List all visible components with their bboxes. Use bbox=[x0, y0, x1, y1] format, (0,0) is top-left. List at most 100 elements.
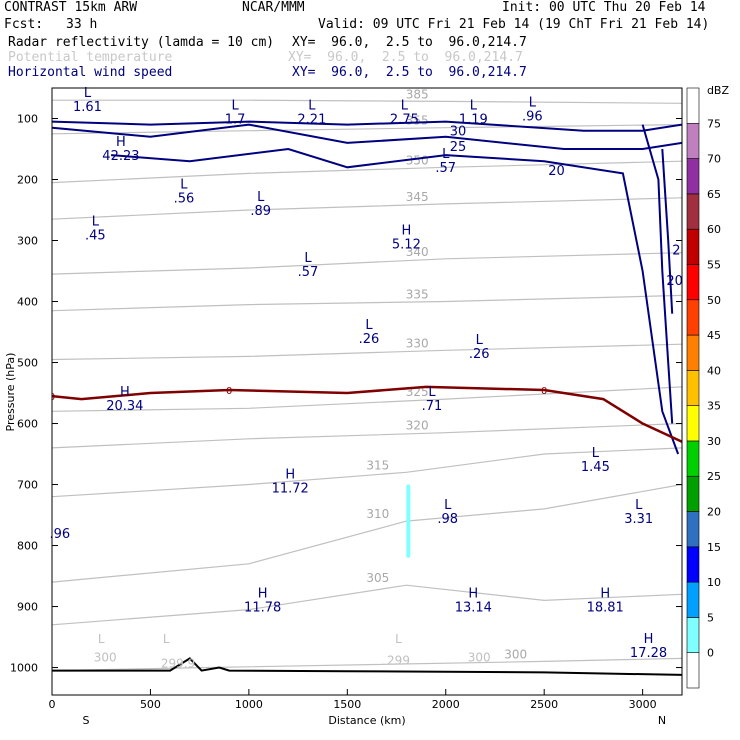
wind-contour-25 bbox=[661, 148, 674, 314]
extremum-marker-L: L bbox=[92, 214, 100, 229]
x-tick-label: 1000 bbox=[235, 698, 263, 711]
field-reflectivity-name: Radar reflectivity (lamda = 10 cm) bbox=[8, 35, 275, 50]
extremum-marker-H: H bbox=[120, 385, 130, 400]
colorbar-label: 10 bbox=[707, 576, 721, 589]
colorbar-label: 55 bbox=[707, 258, 721, 271]
y-tick-label: 800 bbox=[17, 540, 38, 553]
extremum-marker-H: H bbox=[468, 586, 478, 601]
extremum-value: 42.23 bbox=[102, 149, 139, 164]
field-theta-name: Potential temperature bbox=[8, 50, 173, 65]
extremum-marker-H: H bbox=[116, 135, 126, 150]
x-tick-label: 0 bbox=[49, 698, 56, 711]
extremum-value: 11.78 bbox=[244, 600, 281, 615]
extremum-value: .45 bbox=[85, 228, 106, 243]
theta-contour-label: 335 bbox=[406, 288, 429, 302]
extremum-marker-L: L bbox=[257, 190, 265, 205]
extremum-value: .96 bbox=[522, 109, 543, 124]
reflectivity-cell bbox=[406, 484, 411, 558]
zero-line-label: 0 bbox=[226, 386, 232, 397]
faint-extremum-label: L bbox=[98, 632, 105, 646]
colorbar-swatch bbox=[686, 299, 700, 336]
theta-contour-label: 350 bbox=[406, 153, 429, 167]
extremum-value: 2.21 bbox=[297, 112, 326, 127]
colorbar-label: 35 bbox=[707, 400, 721, 413]
field-wind-name: Horizontal wind speed bbox=[8, 65, 173, 80]
extremum-marker-H: H bbox=[644, 632, 654, 647]
wind-contour-label: 25 bbox=[450, 140, 467, 155]
wind-contour-20 bbox=[641, 124, 674, 424]
wind-contour-25 bbox=[52, 123, 682, 150]
y-tick-label: 200 bbox=[17, 174, 38, 187]
y-tick-label: 1000 bbox=[10, 662, 38, 675]
extremum-marker-L: L bbox=[529, 95, 537, 110]
theta-contour-label: 305 bbox=[366, 571, 389, 585]
valid-time: Valid: 09 UTC Fri 21 Feb 14 (19 ChT Fri … bbox=[318, 17, 710, 32]
extremum-value: 17.28 bbox=[630, 646, 667, 661]
extremum-marker-H: H bbox=[285, 467, 295, 482]
x-tick-label: 2500 bbox=[530, 698, 558, 711]
extremum-value: 11.72 bbox=[272, 481, 309, 496]
colorbar-swatch bbox=[686, 475, 700, 512]
y-tick-label: 100 bbox=[17, 113, 38, 126]
theta-contour-340 bbox=[52, 252, 682, 275]
colorbar-label: 0 bbox=[707, 647, 714, 660]
wind-contour-label: 30 bbox=[450, 125, 467, 140]
colorbar-unit: dBZ bbox=[707, 84, 730, 97]
extremum-marker-L: L bbox=[476, 333, 484, 348]
extremum-value: .71 bbox=[422, 399, 443, 414]
wind-contour-20 bbox=[111, 147, 680, 455]
colorbar-swatch bbox=[686, 334, 700, 371]
x-axis-title: Distance (km) bbox=[328, 714, 405, 727]
colorbar-swatch bbox=[686, 617, 700, 654]
wind-contour-label: 20 bbox=[666, 274, 683, 289]
zero-line-label: 0 bbox=[541, 386, 547, 397]
y-tick-label: 900 bbox=[17, 601, 38, 614]
theta-contour-label: 345 bbox=[406, 190, 429, 204]
extremum-marker-L: L bbox=[231, 98, 239, 113]
wind-contour-30 bbox=[52, 120, 682, 132]
faint-extremum-label: 300 bbox=[94, 650, 117, 664]
extremum-value: 3.31 bbox=[624, 512, 653, 527]
x-end-left-label: S bbox=[83, 714, 90, 727]
field-theta-xy: XY= 96.0, 2.5 to 96.0,214.7 bbox=[288, 50, 523, 65]
theta-contour-345 bbox=[52, 197, 682, 220]
y-tick-label: 500 bbox=[17, 357, 38, 370]
extremum-value: .57 bbox=[298, 265, 319, 280]
theta-contour-320 bbox=[52, 422, 682, 449]
extremum-marker-L: L bbox=[428, 385, 436, 400]
extremum-marker-L: L bbox=[592, 446, 600, 461]
extremum-value: 1.19 bbox=[459, 112, 488, 127]
y-tick-label: 300 bbox=[17, 235, 38, 248]
extremum-value: 2.75 bbox=[390, 112, 419, 127]
x-tick-label: 500 bbox=[140, 698, 161, 711]
fcst-value: 33 h bbox=[66, 17, 98, 32]
colorbar-label: 40 bbox=[707, 364, 721, 377]
extremum-marker-H: H bbox=[401, 223, 411, 238]
org-label: NCAR/MMM bbox=[242, 0, 305, 15]
theta-contour-label: 385 bbox=[406, 87, 429, 101]
extremum-marker-H: H bbox=[600, 586, 610, 601]
theta-contour-label: 355 bbox=[406, 114, 429, 128]
x-end-right-label: N bbox=[658, 714, 666, 727]
extremum-value: 13.14 bbox=[455, 600, 492, 615]
colorbar-label: 25 bbox=[707, 470, 721, 483]
extremum-marker-H: H bbox=[258, 586, 268, 601]
field-reflectivity-xy: XY= 96.0, 2.5 to 96.0,214.7 bbox=[292, 35, 527, 50]
extremum-marker-L: L bbox=[365, 318, 373, 333]
extremum-value: .98 bbox=[437, 512, 458, 527]
extremum-value: 5.12 bbox=[392, 237, 421, 252]
extremum-value: .57 bbox=[435, 161, 456, 176]
extremum-marker-L: L bbox=[401, 98, 409, 113]
colorbar-label: 45 bbox=[707, 329, 721, 342]
colorbar-swatch bbox=[686, 546, 700, 583]
x-tick-label: 2000 bbox=[432, 698, 460, 711]
extremum-value: .56 bbox=[174, 192, 195, 207]
extremum-value: .26 bbox=[359, 332, 380, 347]
colorbar-swatch bbox=[686, 652, 700, 689]
theta-contour-label: 320 bbox=[406, 419, 429, 433]
init-time: Init: 00 UTC Thu 20 Feb 14 bbox=[502, 0, 706, 15]
extremum-marker-L: L bbox=[470, 98, 478, 113]
colorbar-label: 20 bbox=[707, 506, 721, 519]
colorbar-label: 75 bbox=[707, 117, 721, 130]
theta-contour-305 bbox=[52, 584, 682, 626]
